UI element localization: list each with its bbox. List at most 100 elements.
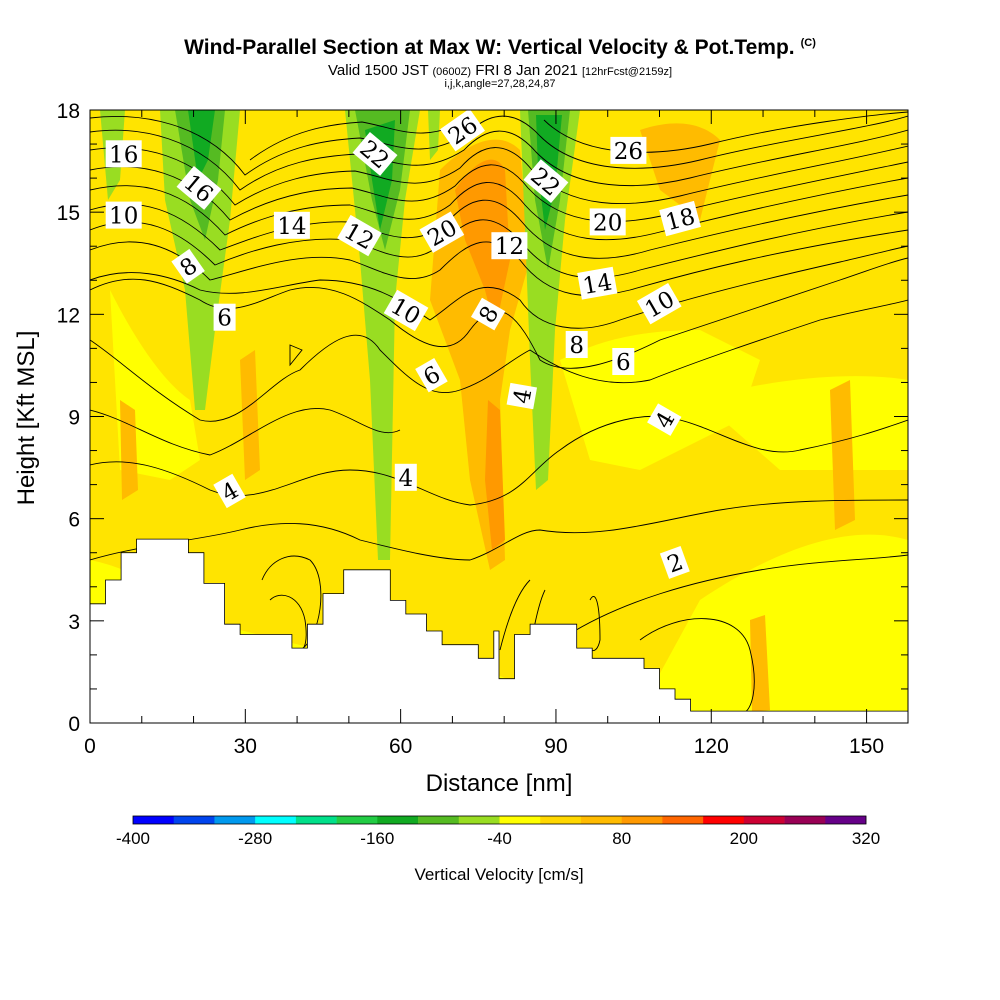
- grid-indices: i,j,k,angle=27,28,24,87: [444, 78, 556, 90]
- theta-label-text: 26: [614, 139, 643, 165]
- theta-label: 12: [491, 232, 528, 260]
- weak-updraft-region: [700, 376, 908, 470]
- valid-zulu: (0600Z): [432, 66, 472, 78]
- theta-label: 20: [589, 208, 626, 236]
- theta-label-text: 12: [495, 234, 524, 260]
- colorbar-swatch: [540, 816, 582, 824]
- x-tick-label: 120: [694, 735, 729, 758]
- theta-label-text: 4: [398, 466, 413, 492]
- colorbar-swatch: [336, 816, 378, 824]
- y-tick-label: 0: [68, 713, 80, 736]
- chart-subtitle: Valid 1500 JST (0600Z) FRI 8 Jan 2021 [1…: [0, 62, 1000, 79]
- colorbar-swatch: [418, 816, 460, 824]
- theta-label: 4: [394, 463, 417, 492]
- theta-label-text: 20: [593, 210, 622, 236]
- theta-contour-line: [90, 161, 908, 223]
- colorbar-swatch: [703, 816, 745, 824]
- theta-contour-line: [90, 145, 908, 206]
- theta-label-box: [647, 403, 682, 436]
- colorbar: -400 -280 -160 -40 80 200 320: [116, 815, 880, 848]
- colorbar-tick-label: -40: [487, 829, 512, 848]
- theta-contour-line: [639, 618, 755, 713]
- theta-label-box: [577, 266, 618, 300]
- colorbar-tick-label: -280: [238, 829, 272, 848]
- terrain-mask: [90, 538, 908, 723]
- theta-label-text: 6: [217, 306, 232, 332]
- colorbar-tick-label: 320: [852, 829, 880, 848]
- theta-label-text: 16: [109, 142, 138, 168]
- theta-label-box: [105, 201, 142, 229]
- theta-label-box: [491, 232, 528, 260]
- updraft-region: [640, 123, 720, 220]
- downdraft-region: [188, 110, 215, 180]
- copyright-mark: (C): [800, 37, 816, 49]
- theta-label-box: [659, 545, 690, 579]
- colorbar-swatch: [214, 816, 256, 824]
- valid-time: Valid 1500 JST: [328, 62, 429, 79]
- weak-updraft-region: [560, 330, 760, 470]
- theta-contour-line: [90, 408, 401, 456]
- x-tick-label: 90: [544, 735, 567, 758]
- theta-contour-line: [269, 594, 307, 651]
- theta-label-text: 14: [581, 269, 614, 300]
- theta-label: 2: [659, 545, 690, 579]
- theta-label-box: [415, 357, 448, 393]
- theta-label-box: [589, 208, 626, 236]
- theta-label-box: [273, 211, 310, 239]
- downdraft-region: [428, 110, 440, 160]
- theta-label-box: [612, 348, 635, 375]
- y-tick-label: 6: [68, 509, 80, 532]
- x-axis-label: Distance [nm]: [426, 770, 573, 797]
- valid-date: FRI 8 Jan 2021: [475, 62, 578, 79]
- updraft-region: [120, 400, 138, 500]
- colorbar-swatch: [133, 816, 175, 824]
- theta-contour-line: [90, 245, 908, 329]
- colorbar-swatch: [662, 816, 704, 824]
- y-tick-label: 12: [57, 304, 80, 327]
- theta-label-box: [506, 382, 538, 410]
- theta-contour-line: [289, 344, 303, 367]
- theta-label-text: 8: [569, 333, 584, 359]
- x-tick-label: 60: [389, 735, 412, 758]
- y-tick-label: 3: [68, 611, 80, 634]
- colorbar-tick-label: 80: [612, 829, 631, 848]
- colorbar-swatch: [580, 816, 622, 824]
- x-tick-label: 150: [849, 735, 884, 758]
- colorbar-swatch: [295, 816, 337, 824]
- theta-label-box: [213, 473, 246, 509]
- chart-title-text: Wind-Parallel Section at Max W: Vertical…: [184, 36, 795, 59]
- theta-label-box: [419, 211, 465, 253]
- y-tick-label: 18: [57, 100, 80, 123]
- theta-label-box: [636, 282, 682, 325]
- x-tick-label: 0: [84, 735, 96, 758]
- updraft-region: [830, 380, 855, 530]
- theta-label: 26: [610, 136, 647, 165]
- theta-label: 16: [105, 140, 142, 168]
- y-axis-label: Height [Kft MSL]: [13, 331, 40, 506]
- colorbar-swatch: [825, 816, 867, 824]
- theta-contour-line: [90, 299, 908, 422]
- colorbar-swatch: [173, 816, 215, 824]
- theta-contour-line: [589, 595, 601, 652]
- theta-label-box: [105, 140, 142, 168]
- theta-label: 6: [213, 303, 236, 332]
- theta-label-box: [383, 289, 429, 332]
- theta-label: 4: [506, 382, 538, 410]
- colorbar-swatch: [255, 816, 297, 824]
- theta-label: 14: [273, 211, 310, 240]
- colorbar-swatch: [621, 816, 663, 824]
- theta-label-box: [610, 136, 647, 164]
- theta-label-box: [470, 297, 506, 331]
- theta-label: 8: [565, 331, 588, 359]
- theta-label-box: [171, 248, 205, 284]
- x-tick-label: 30: [234, 735, 257, 758]
- theta-label-text: 10: [109, 204, 138, 230]
- colorbar-tick-label: 200: [730, 829, 758, 848]
- colorbar-swatch: [458, 816, 500, 824]
- theta-label-box: [176, 166, 222, 210]
- y-tick-label: 15: [57, 202, 80, 225]
- colorbar-swatch: [743, 816, 785, 824]
- theta-label: 10: [105, 201, 142, 230]
